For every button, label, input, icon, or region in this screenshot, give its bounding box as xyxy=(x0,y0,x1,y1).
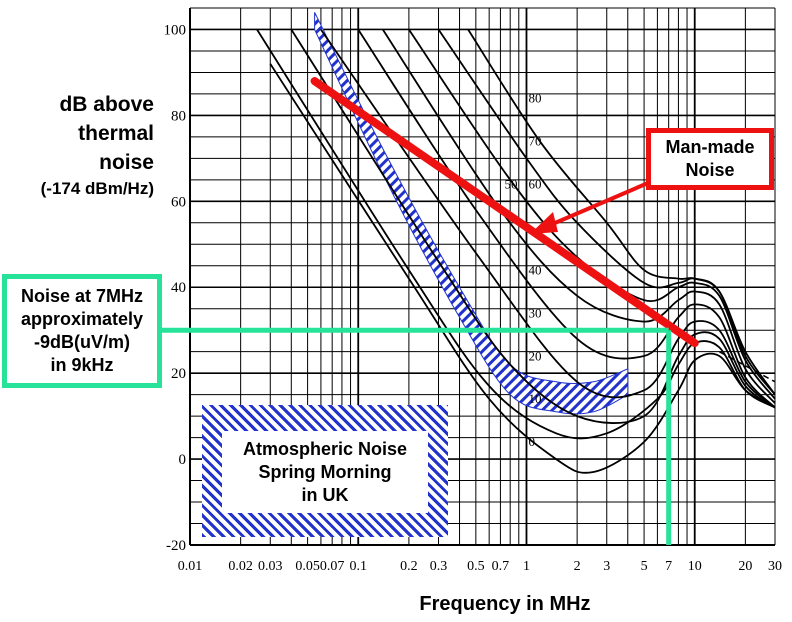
atmospheric-legend: Atmospheric Noise Spring Morning in UK xyxy=(202,405,448,537)
noise-callout-line-3: -9dB(uV/m) xyxy=(34,332,130,352)
noise-callout-line-2: approximately xyxy=(20,309,144,329)
x-tick-label: 0.07 xyxy=(320,559,345,574)
y-tick-label: 60 xyxy=(171,194,186,210)
ylabel-sub: (-174 dBm/Hz) xyxy=(40,179,154,198)
atmo-line-3: in UK xyxy=(301,484,349,505)
x-axis: 0.01 0.02 0.03 0.05 0.07 0.1 0.2 0.3 0.5 0.7 1 2 3 5 7… xyxy=(178,559,782,574)
man-made-arrow-head xyxy=(530,212,558,234)
x-tick-label: 0.02 xyxy=(228,559,253,574)
noise-curve-7 xyxy=(256,29,775,440)
x-tick-label: 0.5 xyxy=(467,559,485,574)
x-tick-label: 20 xyxy=(738,559,752,574)
noise-curve-4 xyxy=(437,28,775,396)
x-tick-label: 0.05 xyxy=(295,559,320,574)
y-tick-label: 20 xyxy=(171,366,186,382)
curve-label: 40 xyxy=(528,262,541,277)
curve-label: 20 xyxy=(528,348,541,363)
y-axis: -20 0 20 40 60 80 100 xyxy=(164,22,187,554)
curve-label: 10 xyxy=(528,391,541,406)
noise-curve-5 xyxy=(467,29,775,396)
y-tick-label: -20 xyxy=(166,538,186,554)
curve-label: 80 xyxy=(528,91,541,106)
atmo-line-2: Spring Morning xyxy=(258,461,392,482)
grid xyxy=(189,7,776,546)
atmospheric-legend-text: Atmospheric Noise Spring Morning in UK xyxy=(222,431,428,513)
x-tick-label: 7 xyxy=(665,559,672,574)
x-tick-label: 0.01 xyxy=(178,559,203,574)
ylabel-line-2: thermal xyxy=(78,122,154,145)
noise-curve-0 xyxy=(320,28,775,409)
noise-curve-1 xyxy=(357,29,775,409)
y-tick-label: 40 xyxy=(171,280,186,296)
x-tick-label: 0.1 xyxy=(349,559,367,574)
noise-7mhz-callout: Noise at 7MHz approximately -9dB(uV/m) i… xyxy=(2,274,162,388)
atmospheric-band xyxy=(314,12,629,415)
curve-label: 30 xyxy=(528,305,541,320)
x-tick-label: 30 xyxy=(768,559,782,574)
x-tick-label: 0.7 xyxy=(492,559,510,574)
atmospheric-noise-band xyxy=(314,12,629,415)
overlays xyxy=(162,77,699,545)
man-made-line-2: Noise xyxy=(685,160,735,180)
y-tick-label: 80 xyxy=(171,108,186,124)
x-tick-label: 0.2 xyxy=(400,559,418,574)
noise-curves xyxy=(256,28,775,474)
noise-callout-line-4: in 9kHz xyxy=(50,355,114,375)
man-made-arrow-line xyxy=(547,181,649,228)
x-tick-label: 0.3 xyxy=(430,559,448,574)
noise-curve-2 xyxy=(382,29,775,404)
man-made-line-1: Man-made xyxy=(665,137,755,157)
x-axis-title: Frequency in MHz xyxy=(419,593,591,615)
curve-label: 60 xyxy=(528,176,541,191)
ylabel-line-3: noise xyxy=(99,151,154,174)
ylabel-line-1: dB above xyxy=(59,93,154,116)
curve-label: 70 xyxy=(528,133,541,148)
curve-labels: 0 10 20 30 40 50 60 70 80 xyxy=(504,91,541,450)
x-tick-label: 10 xyxy=(688,559,702,574)
noise-callout-line-1: Noise at 7MHz xyxy=(20,286,144,306)
noise-curve-8 xyxy=(269,63,775,474)
dashed-tail xyxy=(718,351,775,383)
curve-label: 0 xyxy=(528,434,535,449)
man-made-noise-callout: Man-made Noise xyxy=(646,128,774,190)
curve-label: 50 xyxy=(504,176,517,191)
noise-curve-6 xyxy=(290,29,775,424)
atmo-line-1: Atmospheric Noise xyxy=(242,438,408,459)
y-tick-label: 0 xyxy=(179,452,187,468)
y-axis-title: dB above thermal noise (-174 dBm/Hz) xyxy=(14,90,154,201)
x-tick-label: 2 xyxy=(574,559,581,574)
x-tick-label: 3 xyxy=(603,559,610,574)
x-tick-label: 5 xyxy=(641,559,648,574)
noise-curve-3 xyxy=(408,28,775,400)
x-tick-label: 0.03 xyxy=(258,559,283,574)
y-tick-label: 100 xyxy=(164,22,187,38)
man-made-noise-line xyxy=(310,77,699,348)
x-tick-label: 1 xyxy=(523,559,530,574)
